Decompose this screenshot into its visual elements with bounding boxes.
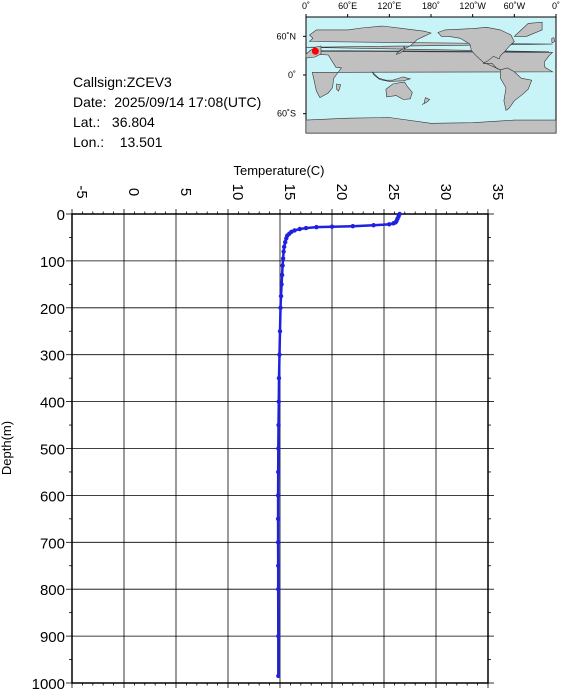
series-point (278, 293, 284, 299)
continent-uk (551, 37, 555, 44)
series-point (276, 673, 281, 679)
x-tick-label: 0 (125, 188, 142, 196)
x-tick-label: -5 (73, 185, 90, 198)
map-lat-label: 0˚ (288, 70, 296, 80)
continent-greenland (513, 21, 543, 37)
y-tick-label: 400 (40, 395, 65, 412)
series-point (278, 305, 283, 310)
plot-frame (71, 213, 489, 684)
x-tick-label: 15 (281, 184, 298, 201)
series-point (276, 422, 281, 428)
map-lon-label: 0˚ (302, 1, 310, 11)
continent-antarctica (305, 117, 557, 134)
latitude-label: Lat.: 36.804 (73, 114, 155, 130)
series-point (275, 516, 281, 522)
map-lon-label: 60˚E (338, 1, 357, 11)
series-point (391, 221, 396, 226)
map-lat-label: 60˚S (277, 109, 296, 119)
map-lat-label: 60˚N (276, 31, 296, 41)
x-tick-label: 5 (177, 188, 194, 196)
x-axis-title: Temperature(C) (233, 163, 324, 178)
series-point (277, 329, 283, 334)
position-marker (311, 47, 319, 55)
series-point (314, 224, 319, 230)
map-lon-label: 180˚ (422, 1, 440, 11)
series-point (371, 223, 376, 228)
continent-japan (395, 45, 405, 55)
series-point (277, 352, 282, 357)
x-tick-label: 30 (437, 184, 454, 201)
series-point (281, 249, 286, 254)
map-continents (305, 21, 557, 134)
series-point (280, 263, 285, 268)
location-map: 0˚ 60˚E 120˚E 180˚ 120˚W 60˚W 0˚ 60˚N 0˚ 60˚S (276, 1, 560, 134)
x-tick-labels: -5 0 5 10 15 20 25 30 35 (73, 184, 506, 201)
map-lon-label: 60˚W (504, 1, 526, 11)
series-point (281, 244, 287, 250)
continent-south-america (500, 67, 533, 111)
series-line (276, 213, 401, 676)
series-point (276, 375, 282, 381)
series-point (275, 493, 281, 498)
y-tick-label: 200 (40, 301, 65, 318)
date-label: Date: 2025/09/14 17:08(UTC) (73, 94, 262, 110)
continent-madagascar (336, 83, 342, 92)
y-tick-label: 300 (40, 348, 65, 365)
y-tick-label: 0 (57, 207, 65, 224)
series-point (350, 223, 355, 229)
series-point (387, 222, 392, 227)
series-point (276, 446, 281, 451)
continent-new-zealand (421, 97, 431, 105)
map-lon-label: 120˚E (377, 1, 401, 11)
series-point (283, 239, 288, 245)
series-point (276, 587, 281, 592)
series-point (280, 256, 286, 261)
x-tick-label: 20 (333, 184, 350, 201)
continent-north-america (437, 26, 515, 71)
y-tick-label: 800 (40, 582, 65, 599)
map-lon-label: 0˚ (552, 1, 560, 11)
continent-africa (311, 50, 554, 99)
callsign-label: Callsign:ZCEV3 (73, 74, 172, 90)
series-point (329, 224, 335, 229)
series-point (279, 272, 285, 278)
series-point (276, 469, 281, 475)
y-tick-label: 500 (40, 442, 65, 459)
series-point (276, 563, 281, 568)
series-point (284, 236, 289, 241)
y-tick-label: 1000 (32, 676, 65, 690)
series-point (276, 399, 281, 404)
map-latitude-labels: 60˚N 0˚ 60˚S (276, 31, 306, 119)
series-point (303, 225, 309, 231)
map-longitude-labels: 0˚ 60˚E 120˚E 180˚ 120˚W 60˚W 0˚ (302, 1, 560, 17)
series-point (275, 540, 281, 545)
x-tick-label: 35 (489, 184, 506, 201)
y-axis-title: Depth(m) (0, 421, 14, 475)
map-lon-label: 120˚W (459, 1, 486, 11)
temperature-profile-series (275, 211, 402, 679)
series-point (279, 282, 284, 287)
continent-indonesia (371, 71, 412, 82)
x-tick-label: 25 (385, 184, 402, 201)
x-tick-label: 10 (229, 184, 246, 201)
longitude-label: Lon.: 13.501 (73, 134, 163, 150)
series-point (297, 226, 302, 232)
y-tick-label: 100 (40, 254, 65, 271)
series-point (276, 633, 281, 639)
y-tick-labels: 0 100 200 300 400 500 600 700 800 900 1000 (32, 207, 65, 690)
y-tick-label: 900 (40, 629, 65, 646)
y-tick-label: 600 (40, 488, 65, 505)
y-tick-label: 700 (40, 535, 65, 552)
continent-australia (385, 81, 413, 100)
